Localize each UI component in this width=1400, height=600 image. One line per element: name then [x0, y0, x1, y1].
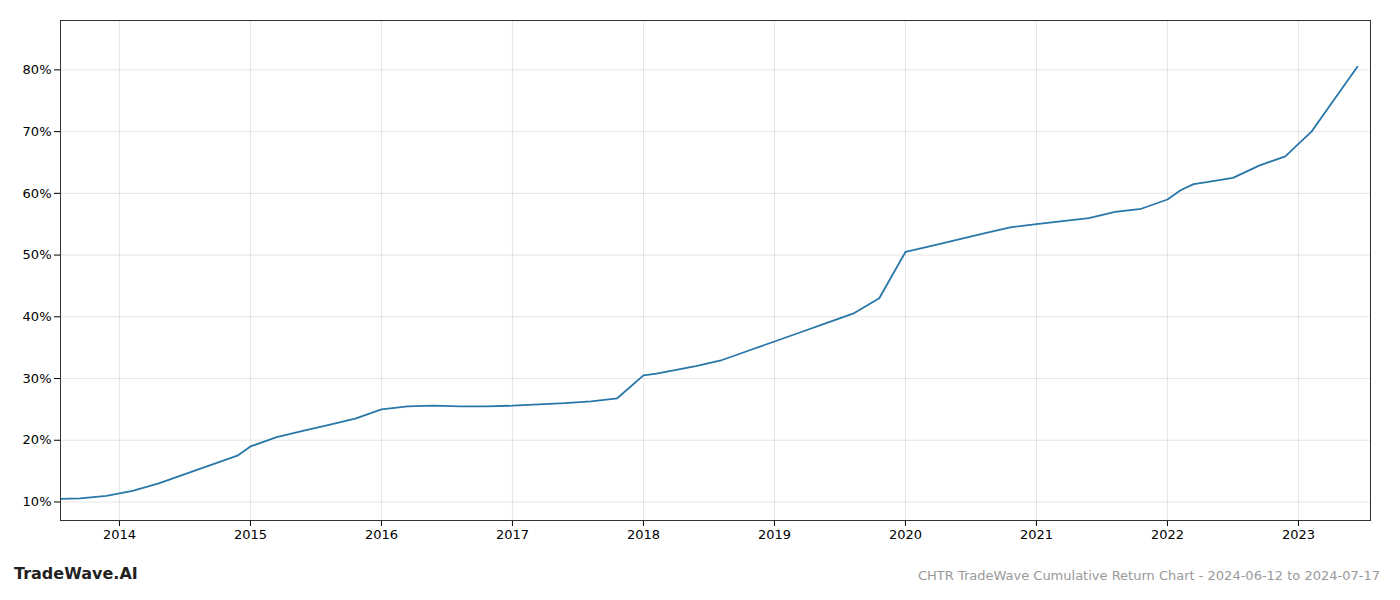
- svg-text:2023: 2023: [1282, 527, 1315, 542]
- svg-text:2014: 2014: [103, 527, 136, 542]
- svg-text:50%: 50%: [23, 247, 52, 262]
- svg-text:40%: 40%: [23, 309, 52, 324]
- svg-text:2017: 2017: [496, 527, 529, 542]
- svg-text:2022: 2022: [1151, 527, 1184, 542]
- svg-text:2015: 2015: [234, 527, 267, 542]
- html-text:CHTR TradeWave Cumulative Retu: CHTR TradeWave Cumulative Return Chart -…: [917, 568, 1380, 583]
- svg-text:20%: 20%: [23, 432, 52, 447]
- svg-text:2019: 2019: [758, 527, 791, 542]
- svg-text:70%: 70%: [23, 124, 52, 139]
- svg-text:2020: 2020: [889, 527, 922, 542]
- svg-text:30%: 30%: [23, 371, 52, 386]
- svg-text:2021: 2021: [1020, 527, 1053, 542]
- svg-text:60%: 60%: [23, 185, 52, 200]
- svg-text:2016: 2016: [365, 527, 398, 542]
- html-text:TradeWave.AI: TradeWave.AI: [14, 564, 138, 583]
- svg-text:10%: 10%: [23, 494, 52, 509]
- svg-text:80%: 80%: [23, 62, 52, 77]
- svg-text:2018: 2018: [627, 527, 660, 542]
